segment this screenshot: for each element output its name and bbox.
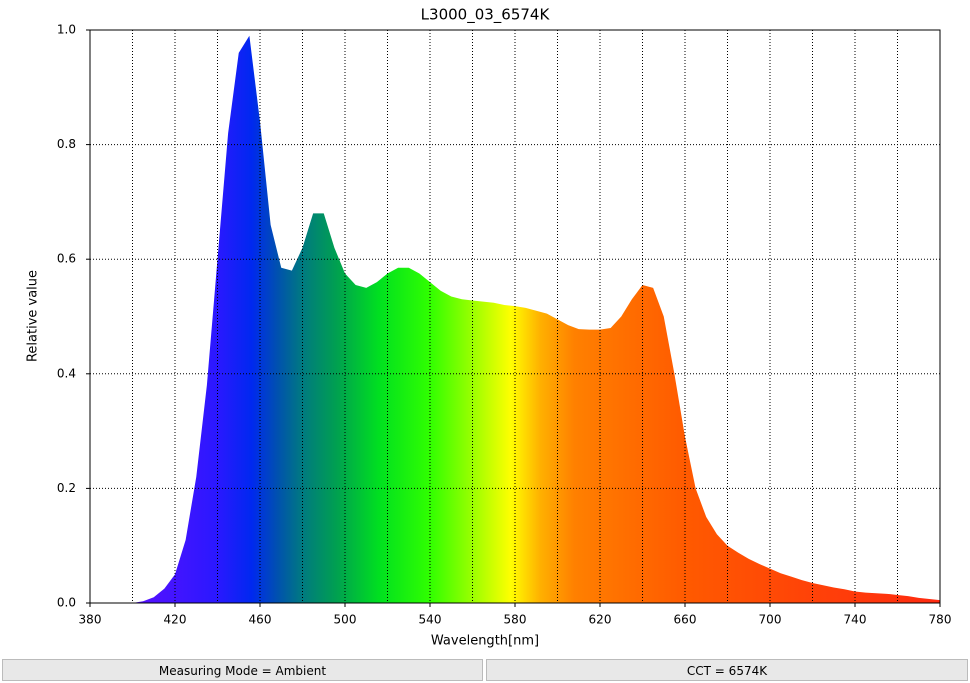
y-tick-label: 0.4 [57, 366, 76, 380]
x-tick-label: 740 [844, 613, 867, 627]
x-tick-label: 700 [759, 613, 782, 627]
x-tick-label: 660 [674, 613, 697, 627]
spectrum-area [90, 35, 940, 604]
x-tick-label: 420 [164, 613, 187, 627]
x-tick-label: 620 [589, 613, 612, 627]
y-tick-label: 0.2 [57, 481, 76, 495]
x-tick-label: 540 [419, 613, 442, 627]
y-tick-label: 1.0 [57, 23, 76, 37]
x-axis-label: Wavelength[nm] [431, 634, 539, 649]
x-tick-label: 580 [504, 613, 527, 627]
measuring-mode: Measuring Mode = Ambient [2, 659, 483, 681]
cct: CCT = 6574K [486, 659, 968, 681]
x-tick-label: 380 [79, 613, 102, 627]
y-tick-label: 0.6 [57, 252, 76, 266]
chart-title: L3000_03_6574K [421, 6, 551, 25]
y-axis-label: Relative value [26, 270, 41, 362]
x-tick-label: 460 [249, 613, 272, 627]
x-tick-label: 780 [929, 613, 952, 627]
chart: L3000_03_6574K Wavelength[nm] Relative v… [26, 6, 952, 649]
y-tick-label: 0.8 [57, 137, 76, 151]
y-tick-label: 0.0 [57, 596, 76, 610]
x-tick-label: 500 [334, 613, 357, 627]
